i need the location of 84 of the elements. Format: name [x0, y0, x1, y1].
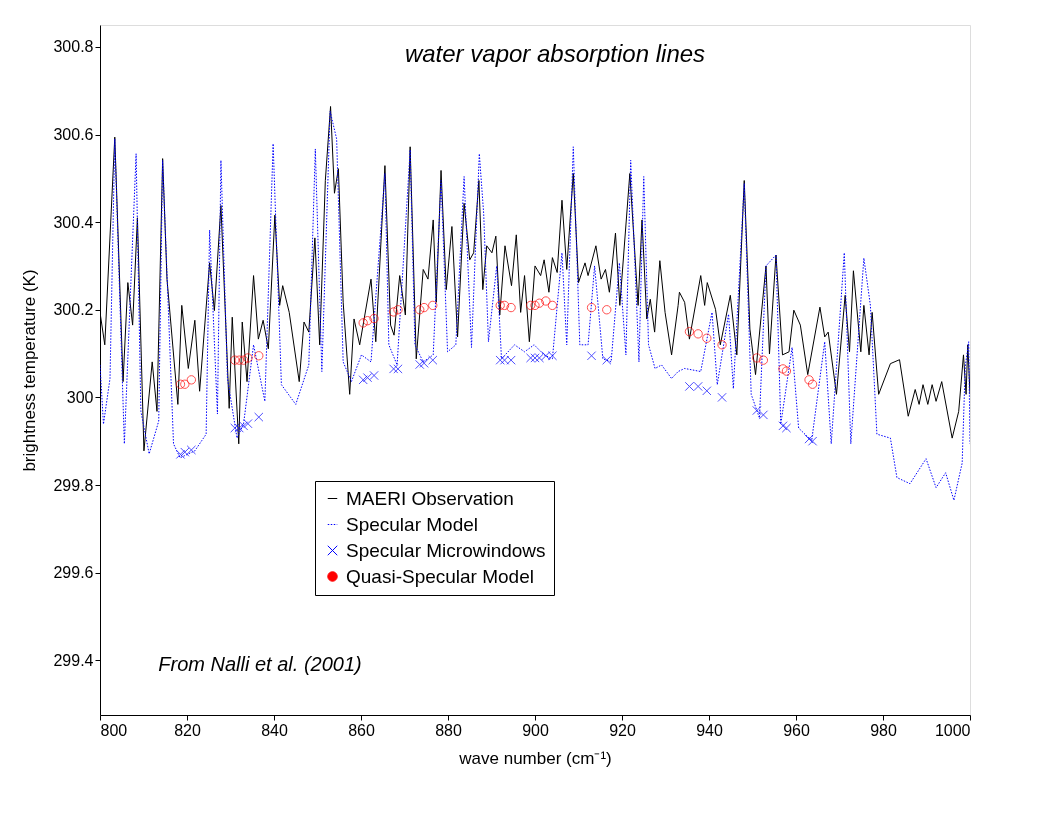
point [807, 436, 818, 446]
x-tick-label: 1000 [934, 721, 971, 739]
point [499, 300, 510, 311]
point [234, 355, 244, 365]
point [702, 386, 712, 396]
y-tick-label: 300 [66, 388, 94, 406]
y-tick-label: 300.8 [53, 38, 94, 56]
y-tick-label: 300.4 [53, 213, 94, 231]
point [186, 375, 197, 385]
point [495, 300, 505, 311]
point [388, 307, 399, 317]
point [778, 364, 788, 374]
point [234, 423, 244, 433]
legend-label: Specular Model [346, 513, 479, 535]
x-tick-label: 800 [100, 721, 128, 739]
x-tick-label: 820 [174, 721, 201, 739]
point [717, 392, 727, 403]
point [693, 329, 703, 339]
point [804, 375, 814, 385]
legend-label: Quasi-Specular Model [346, 565, 534, 587]
annotation: water vapor absorption lines [404, 40, 706, 67]
point [180, 379, 190, 389]
point [778, 421, 788, 431]
point [415, 359, 425, 370]
y-axis-title: brightness temperature (K) [20, 269, 40, 472]
y-tick-label: 299.8 [53, 476, 94, 494]
point [684, 326, 695, 337]
point [428, 300, 438, 311]
point [415, 305, 425, 315]
point [243, 353, 253, 363]
point [393, 364, 403, 374]
point [419, 358, 429, 368]
point [238, 355, 249, 365]
point [758, 355, 769, 365]
x-tick-label: 980 [870, 721, 897, 739]
point [530, 300, 540, 311]
point [717, 340, 727, 350]
point [175, 379, 186, 389]
point [602, 355, 612, 365]
point [230, 355, 240, 365]
point [547, 300, 558, 311]
x-tick-label: 960 [783, 721, 810, 739]
point [506, 302, 516, 313]
annotation: From Nalli et al. (2001) [158, 653, 362, 675]
point [254, 351, 264, 361]
point [586, 302, 597, 313]
point [362, 316, 373, 326]
x-tick-label: 840 [261, 721, 288, 739]
point [358, 318, 368, 328]
x-axis-title: wave number (cm⁻¹) [458, 748, 612, 768]
point [525, 300, 536, 311]
point [804, 434, 814, 444]
point [419, 302, 429, 313]
point [254, 412, 264, 422]
point [702, 333, 712, 343]
point [541, 296, 551, 306]
point [428, 355, 438, 365]
point [530, 353, 540, 363]
y-tick-label: 299.4 [53, 651, 94, 669]
point [388, 364, 399, 374]
point [602, 305, 612, 315]
point [369, 313, 379, 324]
point [758, 410, 769, 420]
x-tick-label: 940 [696, 721, 723, 739]
x-tick-label: 920 [609, 721, 636, 739]
y-tick-label: 300.6 [53, 126, 94, 144]
y-tick-label: 300.2 [53, 301, 94, 319]
point [358, 375, 368, 385]
x-tick-label: 900 [522, 721, 549, 739]
x-tick-label: 880 [435, 721, 462, 739]
point [807, 379, 818, 389]
point [175, 449, 186, 460]
legend-label: Specular Microwindows [346, 539, 546, 561]
point [752, 405, 762, 416]
y-tick-label: 299.6 [53, 564, 94, 582]
point [243, 418, 253, 429]
point [752, 353, 762, 363]
legend-label: MAERI Observation [346, 487, 514, 509]
point [781, 366, 792, 376]
point [781, 423, 792, 433]
point [393, 305, 403, 315]
point [534, 298, 545, 308]
x-tick-label: 860 [348, 721, 375, 739]
point [586, 351, 597, 361]
